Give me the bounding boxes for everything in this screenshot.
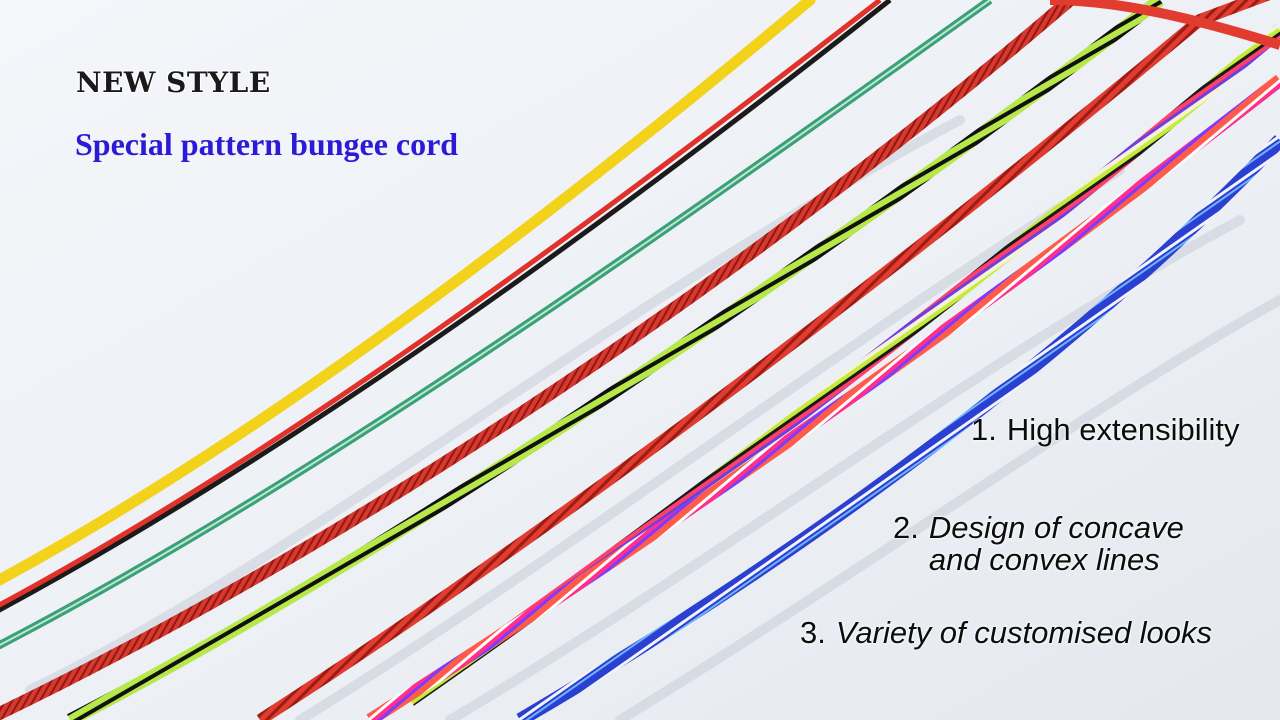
black-white-cord (0, 0, 892, 613)
blue-cord (516, 135, 1280, 720)
rainbow-cord (366, 74, 1280, 720)
green-cord-stripe (0, 0, 991, 646)
red-striped-cord (0, 0, 1075, 720)
feature-item-concave-convex-lines: 2. Design of concave and convex lines (893, 512, 1229, 576)
subheadline: Special pattern bungee cord (75, 126, 459, 162)
feature-text: Variety of customised looks (835, 615, 1213, 650)
headline: NEW STYLE (76, 66, 271, 99)
feature-text: High extensibility (1006, 412, 1240, 447)
feature-item-customised-looks: 3. Variety of customised looks (800, 617, 1212, 649)
feature-number: 1. (971, 412, 997, 447)
yellow-cord (0, 0, 816, 586)
red-thin-cord (0, 0, 882, 608)
feature-number: 3. (800, 615, 826, 650)
red-twist-cord (256, 0, 1271, 720)
feature-item-high-extensibility: 1. High extensibility (971, 414, 1239, 446)
feature-text: Design of concave and convex lines (928, 510, 1184, 577)
red-top-cord (1049, 0, 1280, 50)
green-zebra-cord (67, 0, 1164, 720)
feature-number: 2. (893, 510, 919, 545)
